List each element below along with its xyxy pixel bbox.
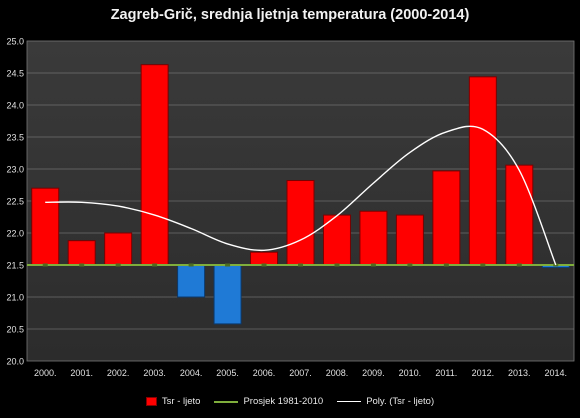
x-tick-label: 2008. — [326, 368, 349, 378]
legend-swatch-average — [214, 400, 239, 403]
bar — [250, 251, 279, 266]
y-tick-label: 25.0 — [6, 37, 24, 47]
bar — [468, 76, 497, 266]
legend-swatch-bars — [145, 397, 157, 406]
bar — [432, 170, 461, 266]
x-tick-label: 2000. — [34, 368, 57, 378]
legend-item-average: Prosjek 1981-2010 — [214, 396, 323, 407]
x-tick-label: 2003. — [143, 368, 166, 378]
x-tick-label: 2007. — [289, 368, 312, 378]
bar — [213, 264, 242, 325]
x-tick-label: 2004. — [180, 368, 203, 378]
y-tick-label: 21.0 — [6, 293, 24, 303]
bar — [177, 264, 206, 298]
y-tick-label: 20.5 — [6, 325, 24, 335]
x-tick-label: 2002. — [107, 368, 130, 378]
y-tick-label: 22.5 — [6, 197, 24, 207]
bar — [286, 180, 315, 266]
trend-line — [45, 125, 557, 266]
y-tick-label: 21.5 — [6, 261, 24, 271]
legend-label-trend: Poly. (Tsr - ljeto) — [366, 396, 435, 407]
legend-label-bars: Tsr - ljeto — [161, 396, 201, 407]
x-tick-label: 2012. — [472, 368, 495, 378]
y-axis: 20.0 20.5 21.0 21.5 22.0 22.5 23.0 23.5 24.0 24.5… — [6, 37, 24, 367]
x-tick-label: 2001. — [70, 368, 93, 378]
bar — [104, 232, 133, 266]
legend: Tsr - ljeto Prosjek 1981-2010 Poly. (Tsr… — [0, 396, 580, 407]
x-tick-label: 2010. — [399, 368, 422, 378]
y-tick-label: 20.0 — [6, 357, 24, 367]
x-tick-label: 2006. — [253, 368, 276, 378]
chart-title: Zagreb-Grič, srednja ljetnja temperatura… — [110, 7, 470, 23]
legend-swatch-trend — [337, 401, 362, 402]
legend-item-trend: Poly. (Tsr - ljeto) — [337, 396, 434, 407]
trend-line-layer — [45, 125, 557, 266]
legend-label-average: Prosjek 1981-2010 — [243, 396, 324, 407]
y-tick-label: 22.0 — [6, 229, 24, 239]
x-tick-label: 2005. — [216, 368, 239, 378]
bar — [359, 210, 388, 266]
x-tick-label: 2009. — [362, 368, 385, 378]
x-tick-label: 2011. — [435, 368, 457, 378]
bar — [140, 64, 169, 266]
y-tick-label: 23.0 — [6, 165, 24, 175]
bar — [395, 214, 424, 266]
bar — [505, 164, 534, 266]
legend-item-bars: Tsr - ljeto — [145, 396, 201, 407]
y-tick-label: 24.5 — [6, 69, 24, 79]
y-tick-label: 24.0 — [6, 101, 24, 111]
x-tick-label: 2013. — [508, 368, 531, 378]
bar — [31, 187, 60, 266]
bar — [67, 240, 96, 266]
x-axis: 2000. 2001. 2002. 2003. 2004. 2005. 2006. 2007.… — [34, 368, 567, 378]
y-tick-label: 23.5 — [6, 133, 24, 143]
x-tick-label: 2014. — [545, 368, 568, 378]
